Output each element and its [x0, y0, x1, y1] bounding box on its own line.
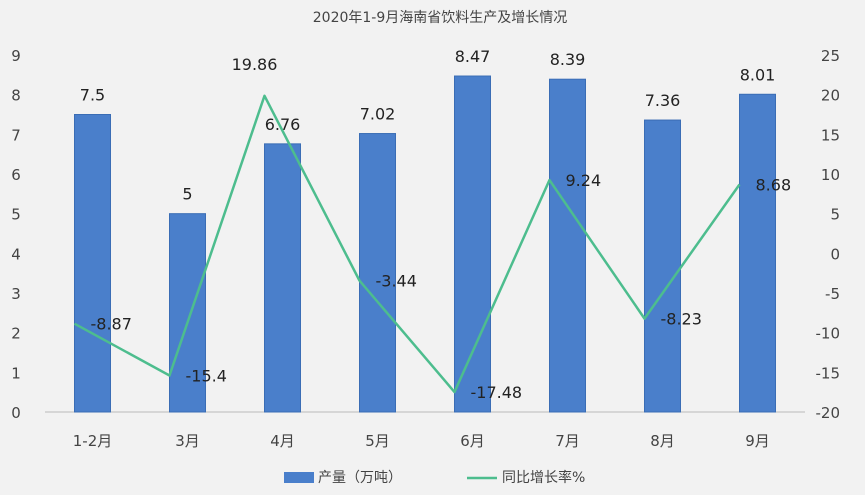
left-axis-tick-label: 2: [11, 325, 21, 343]
bar: [454, 75, 491, 413]
right-axis: -20 -15 -10 -5 0 5 10 15 20 25: [816, 47, 841, 422]
left-axis-tick-label: 5: [11, 206, 21, 224]
x-axis-tick-label: 6月: [460, 432, 485, 450]
bar-data-label: 8.47: [455, 47, 491, 66]
growth-rate-line: [73, 94, 741, 394]
line-data-label: 9.24: [566, 171, 602, 190]
left-axis-tick-label: 0: [11, 404, 21, 422]
chart-title: 2020年1-9月海南省饮料生产及增长情况: [313, 10, 568, 26]
legend: 产量（万吨） 同比增长率%: [284, 469, 585, 486]
left-axis-tick-label: 8: [11, 87, 21, 105]
left-axis: 0 1 2 3 4 5 6 7 8 9: [11, 47, 21, 422]
x-axis-tick-label: 5月: [365, 432, 390, 450]
bar-data-label: 8.39: [550, 50, 586, 69]
line-data-label: 19.86: [232, 55, 278, 74]
left-axis-tick-label: 7: [11, 126, 21, 144]
line-data-label: -3.44: [376, 272, 417, 291]
left-axis-tick-label: 4: [11, 245, 21, 263]
bar: [169, 213, 206, 413]
line-data-labels: -8.87 -15.4 19.86 -3.44 -17.48 9.24 -8.23 8.68: [91, 55, 792, 402]
right-axis-tick-label: 25: [821, 47, 840, 65]
line-data-label: -17.48: [471, 383, 523, 402]
bar-data-label: 7.5: [80, 86, 105, 105]
right-axis-tick-label: -15: [816, 364, 841, 382]
bar: [74, 114, 111, 413]
left-axis-tick-label: 9: [11, 47, 21, 65]
bar-data-label: 5: [182, 185, 192, 204]
x-axis-tick-label: 7月: [555, 432, 580, 450]
bar: [359, 133, 396, 413]
right-axis-tick-label: 20: [821, 87, 840, 105]
line-data-label: 8.68: [756, 175, 792, 194]
line-data-label: -8.87: [91, 315, 132, 334]
bar-series: [74, 75, 776, 413]
right-axis-tick-label: 10: [821, 166, 840, 184]
bar: [549, 78, 586, 413]
x-axis-tick-label: 8月: [650, 432, 675, 450]
right-axis-tick-label: -5: [825, 285, 840, 303]
bar: [739, 93, 776, 413]
right-axis-tick-label: 0: [830, 245, 840, 263]
right-axis-tick-label: 5: [830, 206, 840, 224]
x-axis: 1-2月 3月 4月 5月 6月 7月 8月 9月: [73, 432, 770, 450]
bar-data-label: 6.76: [265, 115, 301, 134]
x-axis-tick-label: 3月: [175, 432, 200, 450]
bar: [264, 143, 301, 413]
x-axis-tick-label: 4月: [270, 432, 295, 450]
legend-line-label: 同比增长率%: [502, 469, 585, 486]
bar-data-label: 7.36: [645, 91, 681, 110]
legend-bar-swatch: [284, 472, 314, 483]
left-axis-tick-label: 6: [11, 166, 21, 184]
bar-data-labels: 7.5 5 6.76 7.02 8.47 8.39 7.36 8.01: [80, 47, 776, 204]
right-axis-tick-label: 15: [821, 126, 840, 144]
x-axis-tick-label: 1-2月: [73, 432, 113, 450]
left-axis-tick-label: 3: [11, 285, 21, 303]
bar-data-label: 8.01: [740, 65, 776, 84]
line-data-label: -15.4: [186, 367, 227, 386]
legend-bar-label: 产量（万吨）: [318, 470, 402, 486]
line-data-label: -8.23: [661, 310, 702, 329]
bar: [644, 119, 681, 413]
right-axis-tick-label: -20: [816, 404, 841, 422]
left-axis-tick-label: 1: [11, 364, 21, 382]
right-axis-tick-label: -10: [816, 325, 841, 343]
bar-data-label: 7.02: [360, 105, 396, 124]
x-axis-tick-label: 9月: [745, 432, 770, 450]
